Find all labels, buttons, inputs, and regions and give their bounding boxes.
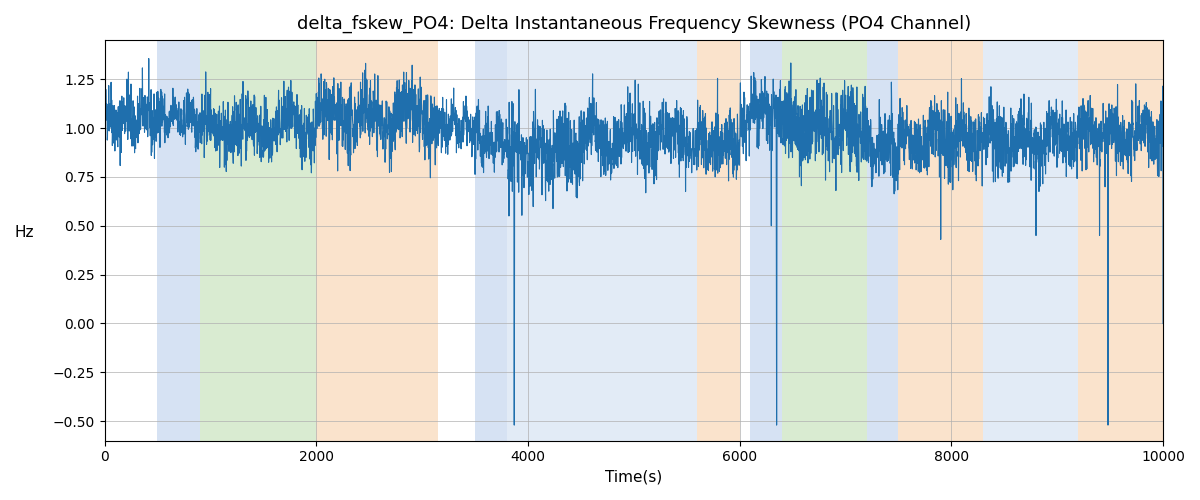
Bar (199, 40, 317, 440)
Bar (317, 40, 438, 440)
Bar (1079, 40, 1163, 440)
Bar (983, 40, 1079, 440)
Bar (866, 40, 899, 440)
Bar (782, 40, 866, 440)
X-axis label: Time(s): Time(s) (605, 470, 662, 485)
Y-axis label: Hz: Hz (14, 226, 35, 240)
Bar (157, 40, 199, 440)
Title: delta_fskew_PO4: Delta Instantaneous Frequency Skewness (PO4 Channel): delta_fskew_PO4: Delta Instantaneous Fre… (296, 15, 971, 34)
Bar (899, 40, 983, 440)
Bar (475, 40, 506, 440)
Bar (697, 40, 739, 440)
Bar (506, 40, 697, 440)
Bar (750, 40, 782, 440)
